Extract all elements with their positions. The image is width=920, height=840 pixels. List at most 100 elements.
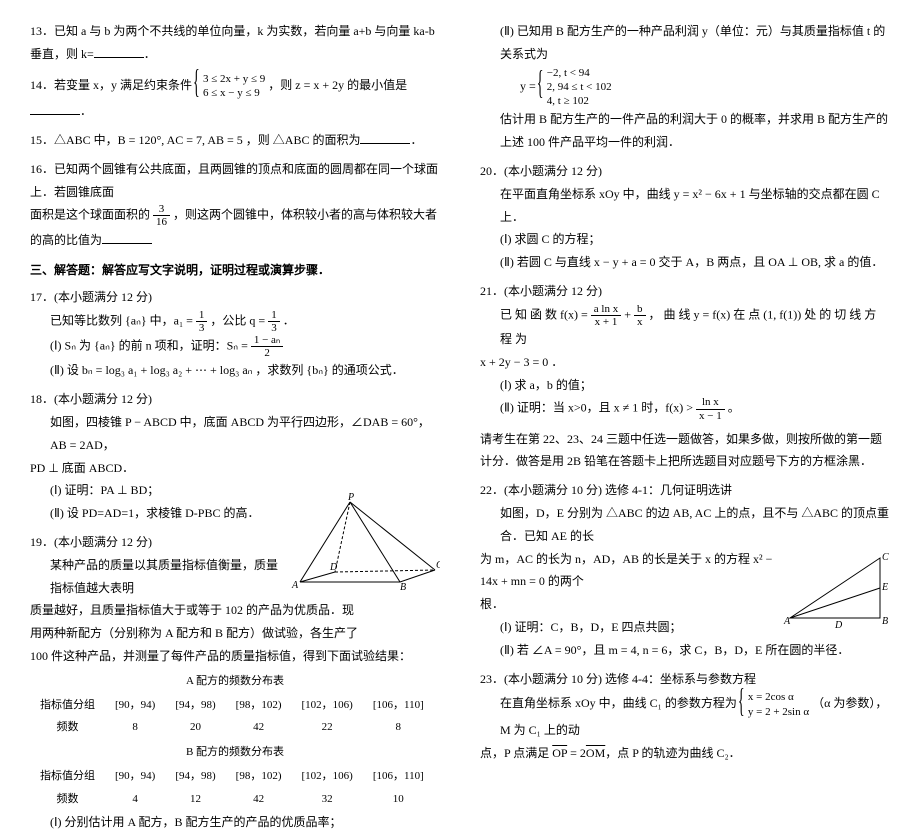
q18-b: PD ⊥ 底面 ABCD．: [30, 457, 440, 480]
q14-post: ，则 z = x + 2y 的最小值是: [268, 78, 407, 92]
q21-a-pre: 已 知 函 数 f(x) =: [500, 307, 591, 321]
q14-c1: 3 ≤ 2x + y ≤ 9: [203, 72, 265, 86]
two-column-layout: 13．已知 a 与 b 为两个不共线的单位向量，k 为实数，若向量 a+b 与向…: [30, 20, 890, 840]
blank: [94, 46, 144, 58]
question-22: 22．(本小题满分 10 分) 选修 4-1：几何证明选讲 如图，D，E 分别为…: [480, 479, 890, 661]
fa-2: 42: [226, 716, 292, 739]
question-16: 16．已知两个圆锥有公共底面，且两圆锥的顶点和底面的圆周都在同一个球面上．若圆锥…: [30, 158, 440, 252]
table-b-freq-row: 频数 4 12 42 32 10: [30, 788, 434, 811]
svg-text:D: D: [834, 620, 843, 628]
q20-1: (Ⅰ) 求圆 C 的方程；: [480, 228, 890, 251]
pyramid-figure: P A D B C: [290, 492, 440, 592]
svg-text:C: C: [436, 560, 440, 571]
bin-1: [94，98): [165, 765, 225, 788]
bin-0: [90，94): [105, 765, 165, 788]
svg-text:A: A: [291, 580, 299, 591]
right-column: (Ⅱ) 已知用 B 配方生产的一种产品利润 y（单位：元）与其质量指标值 t 的…: [480, 20, 890, 840]
bin-3: [102，106): [291, 765, 362, 788]
q21-body: 已 知 函 数 f(x) = a ln xx + 1 + bx ， 曲 线 y …: [480, 303, 890, 351]
bins-header: 指标值分组: [30, 765, 105, 788]
q17-body: 已知等比数列 {aₙ} 中，a₁ = 13 ，公比 q = 13 ． (Ⅰ) S…: [30, 309, 440, 382]
question-19-part2: (Ⅱ) 已知用 B 配方生产的一种产品利润 y（单位：元）与其质量指标值 t 的…: [480, 20, 890, 154]
q23-a: 在直角坐标系 xOy 中，曲线 C₁ 的参数方程为 x = 2cos α y =…: [480, 690, 890, 741]
piecewise-brace: −2, t < 94 2, 94 ≤ t < 102 4, t ≥ 102: [539, 66, 612, 109]
q17-a-pre: 已知等比数列 {aₙ} 中，a₁ =: [50, 313, 196, 327]
q18-a: 如图，四棱锥 P − ABCD 中，底面 ABCD 为平行四边形，∠DAB = …: [30, 411, 440, 457]
question-14: 14．若变量 x，y 满足约束条件 3 ≤ 2x + y ≤ 9 6 ≤ x −…: [30, 72, 440, 123]
fa-0: 8: [105, 716, 165, 739]
triangle-figure: A D B E C: [780, 548, 890, 628]
q17-header: 17．(本小题满分 12 分): [30, 286, 440, 309]
fb-4: 10: [363, 788, 434, 811]
question-17: 17．(本小题满分 12 分) 已知等比数列 {aₙ} 中，a₁ = 13 ，公…: [30, 286, 440, 382]
svg-text:P: P: [347, 492, 354, 503]
blank: [102, 232, 152, 244]
q21-2-post: 。: [728, 401, 740, 415]
q21-header: 21．(本小题满分 12 分): [480, 280, 890, 303]
q23-param-brace: x = 2cos α y = 2 + 2sin α: [740, 690, 809, 719]
q22-header: 22．(本小题满分 10 分) 选修 4-1：几何证明选讲: [480, 479, 890, 502]
blank: [30, 103, 80, 115]
bin-4: [106，110]: [363, 694, 434, 717]
q19-b: 质量越好，且质量指标值大于或等于 102 的产品为优质品．现: [30, 599, 440, 622]
q15-text: 15．△ABC 中，B = 120°, AC = 7, AB = 5 ，则 △A…: [30, 133, 360, 147]
section-3-title: 三、解答题：解答应写文字说明，证明过程或演算步骤．: [30, 259, 440, 282]
q20-header: 20．(本小题满分 12 分): [480, 160, 890, 183]
q19-piecewise: y = −2, t < 94 2, 94 ≤ t < 102 4, t ≥ 10…: [480, 66, 890, 109]
q17-1-pre: (Ⅰ) Sₙ 为 {aₙ} 的前 n 项和，证明：Sₙ =: [50, 338, 251, 352]
q21-a-mid: +: [624, 307, 634, 321]
q19-c: 用两种新配方（分别称为 A 配方和 B 配方）做试验，各生产了: [30, 622, 440, 645]
q23-eq: = 2: [567, 746, 586, 760]
left-column: 13．已知 a 与 b 为两个不共线的单位向量，k 为实数，若向量 a+b 与向…: [30, 20, 440, 840]
q23-p1: x = 2cos α: [748, 690, 809, 704]
question-13: 13．已知 a 与 b 为两个不共线的单位向量，k 为实数，若向量 a+b 与向…: [30, 20, 440, 66]
choice-instruction: 请考生在第 22、23、24 三题中任选一题做答，如果多做，则按所做的第一题计分…: [480, 428, 890, 474]
q21-2-frac: ln xx − 1: [696, 396, 725, 421]
q14-pre: 14．若变量 x，y 满足约束条件: [30, 78, 192, 92]
y-case2: 2, 94 ≤ t < 102: [547, 80, 612, 94]
table-b-header-row: 指标值分组 [90，94) [94，98) [98，102) [102，106)…: [30, 765, 434, 788]
blank: [360, 132, 410, 144]
q14-constraints: 3 ≤ 2x + y ≤ 9 6 ≤ x − y ≤ 9: [195, 72, 265, 101]
q22-a: 如图，D，E 分别为 △ABC 的边 AB, AC 上的点，且不与 △ABC 的…: [480, 502, 890, 548]
svg-text:E: E: [881, 582, 888, 593]
q21-b: x + 2y − 3 = 0 ．: [480, 351, 890, 374]
table-a-freq-row: 频数 8 20 42 22 8: [30, 716, 434, 739]
q16-b-pre: 面积是这个球面面积的: [30, 208, 153, 222]
bins-header: 指标值分组: [30, 694, 105, 717]
q22-2: (Ⅱ) 若 ∠A = 90°，且 m = 4, n = 6，求 C，B，D，E …: [480, 639, 890, 662]
svg-text:C: C: [882, 552, 889, 563]
q21-2-pre: (Ⅱ) 证明：当 x>0，且 x ≠ 1 时，f(x) >: [500, 401, 696, 415]
q23-b: 点，P 点满足 OP = 2OM，点 P 的轨迹为曲线 C₂．: [480, 742, 890, 765]
table-b-title: B 配方的频数分布表: [30, 742, 440, 763]
q20-2: (Ⅱ) 若圆 C 与直线 x − y + a = 0 交于 A，B 两点，且 O…: [480, 251, 890, 274]
svg-text:B: B: [882, 616, 888, 627]
svg-text:D: D: [329, 562, 338, 573]
fa-4: 8: [363, 716, 434, 739]
q21-2: (Ⅱ) 证明：当 x>0，且 x ≠ 1 时，f(x) > ln xx − 1 …: [480, 396, 890, 421]
q23-p2: y = 2 + 2sin α: [748, 705, 809, 719]
svg-text:B: B: [400, 582, 406, 592]
q23-header: 23．(本小题满分 10 分) 选修 4-4：坐标系与参数方程: [480, 668, 890, 691]
q17-1-frac: 1 − aₙ2: [251, 334, 283, 359]
bin-0: [90，94): [105, 694, 165, 717]
q14-c2: 6 ≤ x − y ≤ 9: [203, 86, 265, 100]
question-20: 20．(本小题满分 12 分) 在平面直角坐标系 xOy 中，曲线 y = x²…: [480, 160, 890, 274]
fa-3: 22: [291, 716, 362, 739]
q23-b-post: ，点 P 的轨迹为曲线 C₂．: [605, 746, 740, 760]
freq-header: 频数: [30, 788, 105, 811]
question-23: 23．(本小题满分 10 分) 选修 4-4：坐标系与参数方程 在直角坐标系 x…: [480, 668, 890, 765]
q16-frac: 316: [153, 203, 170, 228]
q13-text: 13．已知 a 与 b 为两个不共线的单位向量，k 为实数，若向量 a+b 与向…: [30, 24, 435, 61]
table-a-header-row: 指标值分组 [90，94) [94，98) [98，102) [102，106)…: [30, 694, 434, 717]
bin-2: [98，102): [226, 765, 292, 788]
vec-op: OP: [552, 746, 567, 760]
question-18: 18．(本小题满分 12 分) 如图，四棱锥 P − ABCD 中，底面 ABC…: [30, 388, 440, 525]
table-a-title: A 配方的频数分布表: [30, 671, 440, 692]
q21-1: (Ⅰ) 求 a，b 的值；: [480, 374, 890, 397]
q21-frac1: a ln xx + 1: [591, 303, 621, 328]
q17-a-post: ．: [283, 313, 295, 327]
q23-a-pre: 在直角坐标系 xOy 中，曲线 C₁ 的参数方程为: [500, 696, 737, 710]
q17-2: (Ⅱ) 设 bₙ = log₃ a₁ + log₃ a₂ + ⋯ + log₃ …: [50, 363, 404, 377]
q23-b-pre: 点，P 点满足: [480, 746, 552, 760]
